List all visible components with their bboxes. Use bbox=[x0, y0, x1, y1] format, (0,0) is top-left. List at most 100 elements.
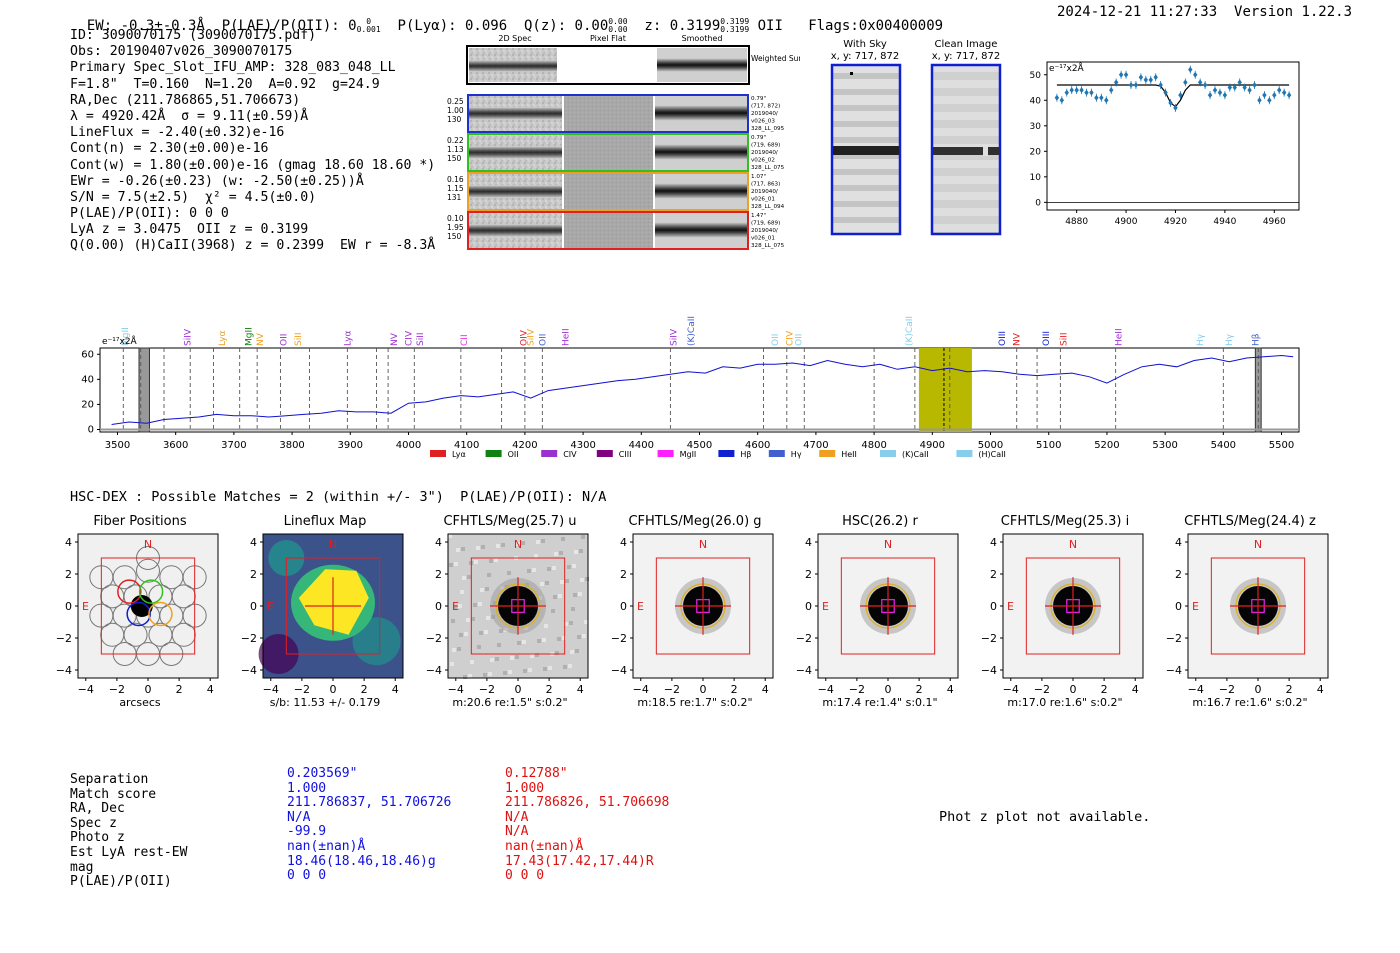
match-label: P(LAE)/P(OII) bbox=[70, 874, 172, 890]
cutout-row-meta: 2019040/ bbox=[751, 189, 778, 195]
spectrum-legend-label: Lyα bbox=[452, 450, 466, 459]
spectrum-xtick-label: 4000 bbox=[396, 440, 421, 451]
fit-data-point bbox=[1193, 71, 1198, 78]
panel-xtick-label: −2 bbox=[294, 683, 310, 696]
spectrum-line-label: CIV bbox=[404, 330, 414, 346]
noise-pixel bbox=[553, 595, 557, 599]
spectrum-line-label: SiIV bbox=[669, 328, 679, 346]
info-line: F=1.8" T=0.160 N=1.20 A=0.92 g=24.9 bbox=[70, 76, 380, 92]
spectrum-line-label: OIV bbox=[520, 329, 530, 346]
panel-ytick-label: −2 bbox=[241, 632, 257, 645]
search-box bbox=[840, 557, 936, 655]
panel-xtick-label: −4 bbox=[633, 683, 649, 696]
noise-pixel bbox=[571, 607, 575, 611]
noise-pixel bbox=[540, 582, 544, 586]
noise-pixel bbox=[459, 633, 463, 637]
match-label: mag bbox=[70, 859, 94, 875]
fit-xtick-label: 4960 bbox=[1263, 217, 1286, 227]
image-panel: N E 4 2 0 −2 −4 −4 −2 0 2 4 bbox=[426, 533, 589, 696]
fit-ytick-label: 50 bbox=[1030, 71, 1042, 81]
info-line: Cont(w) = 1.80(±0.00)e-16 (gmag 18.60 18… bbox=[70, 157, 436, 173]
cutout-row-meta: 0.79" bbox=[751, 96, 766, 102]
panel-caption: arcsecs bbox=[119, 696, 161, 709]
spectrum-ytick-label: 40 bbox=[81, 374, 94, 385]
match1-value: 18.46(18.46,18.46)g bbox=[287, 853, 436, 869]
info-line: Q(0.00) (H)CaII(3968) z = 0.2399 EW r = … bbox=[70, 238, 436, 254]
info-line: ID: 3090070175 (3090070175.pdf) bbox=[70, 28, 317, 43]
spectrum-xtick-label: 5500 bbox=[1269, 440, 1294, 451]
cutout-row-meta: (719, 689) bbox=[751, 221, 780, 227]
noise-pixel bbox=[477, 645, 481, 649]
match2-value: 0 0 0 bbox=[505, 868, 545, 884]
spectrum-legend-swatch bbox=[485, 450, 502, 457]
noise-pixel bbox=[542, 638, 546, 642]
fit-data-point bbox=[1148, 76, 1153, 83]
noise-pixel bbox=[568, 664, 572, 668]
sky-images: With Sky x, y: 717, 872 Clean Image x, y… bbox=[831, 39, 1002, 236]
fit-ytick-label: 30 bbox=[1030, 122, 1042, 132]
fit-data-point bbox=[1084, 89, 1089, 96]
fit-data-point bbox=[1089, 89, 1094, 96]
header-datetime-version: 2024-12-21 11:27:33 Version 1.22.3 bbox=[1057, 4, 1352, 20]
fit-data-point bbox=[1217, 89, 1223, 96]
photz-message: Phot z plot not available. bbox=[939, 809, 1151, 825]
hsc-dex-title: HSC-DEX : Possible Matches = 2 (within +… bbox=[70, 489, 607, 505]
noise-pixel bbox=[555, 651, 559, 655]
noise-pixel bbox=[484, 630, 488, 634]
noise-pixel bbox=[474, 560, 478, 564]
noise-pixel bbox=[448, 534, 452, 538]
panel-xtick-label: 0 bbox=[330, 683, 337, 696]
fit-data-point bbox=[1212, 87, 1218, 94]
noise-pixel bbox=[449, 563, 453, 567]
match1-value: 211.786837, 51.706726 bbox=[287, 795, 452, 811]
noise-pixel bbox=[579, 549, 583, 553]
noise-pixel bbox=[562, 636, 566, 640]
spectrum-legend-swatch bbox=[430, 450, 446, 457]
noise-pixel bbox=[486, 616, 490, 620]
panel-xtick-label: 2 bbox=[1101, 683, 1108, 696]
panel-ytick-label: 0 bbox=[620, 600, 627, 613]
lineflux-blob bbox=[352, 617, 401, 666]
cutout-row-meta: 2019040/ bbox=[751, 111, 778, 117]
panel-ytick-label: −2 bbox=[611, 632, 627, 645]
col-header-pixelflat: Pixel Flat bbox=[590, 34, 626, 43]
panel-xtick-label: 0 bbox=[700, 683, 707, 696]
panel-ytick-label: 4 bbox=[435, 536, 442, 549]
panel-ytick-label: −4 bbox=[796, 664, 812, 677]
line-fit-ylabel: e⁻¹⁷x2Å bbox=[1049, 62, 1085, 74]
noise-pixel bbox=[454, 562, 458, 566]
spectrum-xtick-label: 3800 bbox=[279, 440, 304, 451]
cutout-row-stat: 0.22 bbox=[447, 136, 464, 145]
panel-xtick-label: −2 bbox=[1034, 683, 1050, 696]
panel-caption: s/b: 11.53 +/- 0.179 bbox=[269, 696, 381, 709]
info-line: Cont(n) = 2.30(±0.00)e-16 bbox=[70, 141, 269, 157]
fiber-circle-green bbox=[138, 579, 164, 604]
panel-ytick-label: 4 bbox=[1175, 536, 1182, 549]
noise-pixel bbox=[552, 566, 556, 570]
cutout-row-meta: (717, 872) bbox=[751, 104, 780, 110]
noise-pixel bbox=[481, 545, 485, 549]
spectrum-ytick-label: 0 bbox=[88, 424, 94, 435]
spectrum-line-label: SiII bbox=[416, 332, 426, 346]
fit-data-point bbox=[1232, 84, 1237, 91]
spectrum-xtick-label: 3500 bbox=[105, 440, 130, 451]
panel-ytick-label: −4 bbox=[1166, 664, 1182, 677]
spectrum-legend-label: MgII bbox=[680, 450, 697, 459]
noise-pixel bbox=[501, 543, 505, 547]
noise-pixel bbox=[570, 650, 574, 654]
match2-value: nan(±nan)Å bbox=[505, 838, 584, 854]
noise-pixel bbox=[521, 541, 525, 545]
spectrum-line-label: NV bbox=[256, 332, 266, 346]
spectrum-ytick-label: 60 bbox=[81, 349, 94, 360]
spectrum-xtick-label: 4700 bbox=[803, 440, 828, 451]
panel-xtick-label: −2 bbox=[1219, 683, 1235, 696]
spectrum-line-label: (K)CaII bbox=[687, 316, 697, 346]
panel-caption: m:17.4 re:1.4" s:0.1" bbox=[822, 696, 938, 709]
spectrum-line-label: Hβ bbox=[1251, 333, 1261, 346]
fit-ytick-label: 10 bbox=[1030, 173, 1042, 183]
panel-xtick-label: 2 bbox=[916, 683, 923, 696]
col-header-2dspec: 2D Spec bbox=[498, 34, 531, 43]
spectrum-legend-swatch bbox=[718, 450, 735, 457]
spectrum-line-label: Hγ bbox=[1225, 333, 1235, 346]
fit-data-point bbox=[1128, 81, 1134, 88]
